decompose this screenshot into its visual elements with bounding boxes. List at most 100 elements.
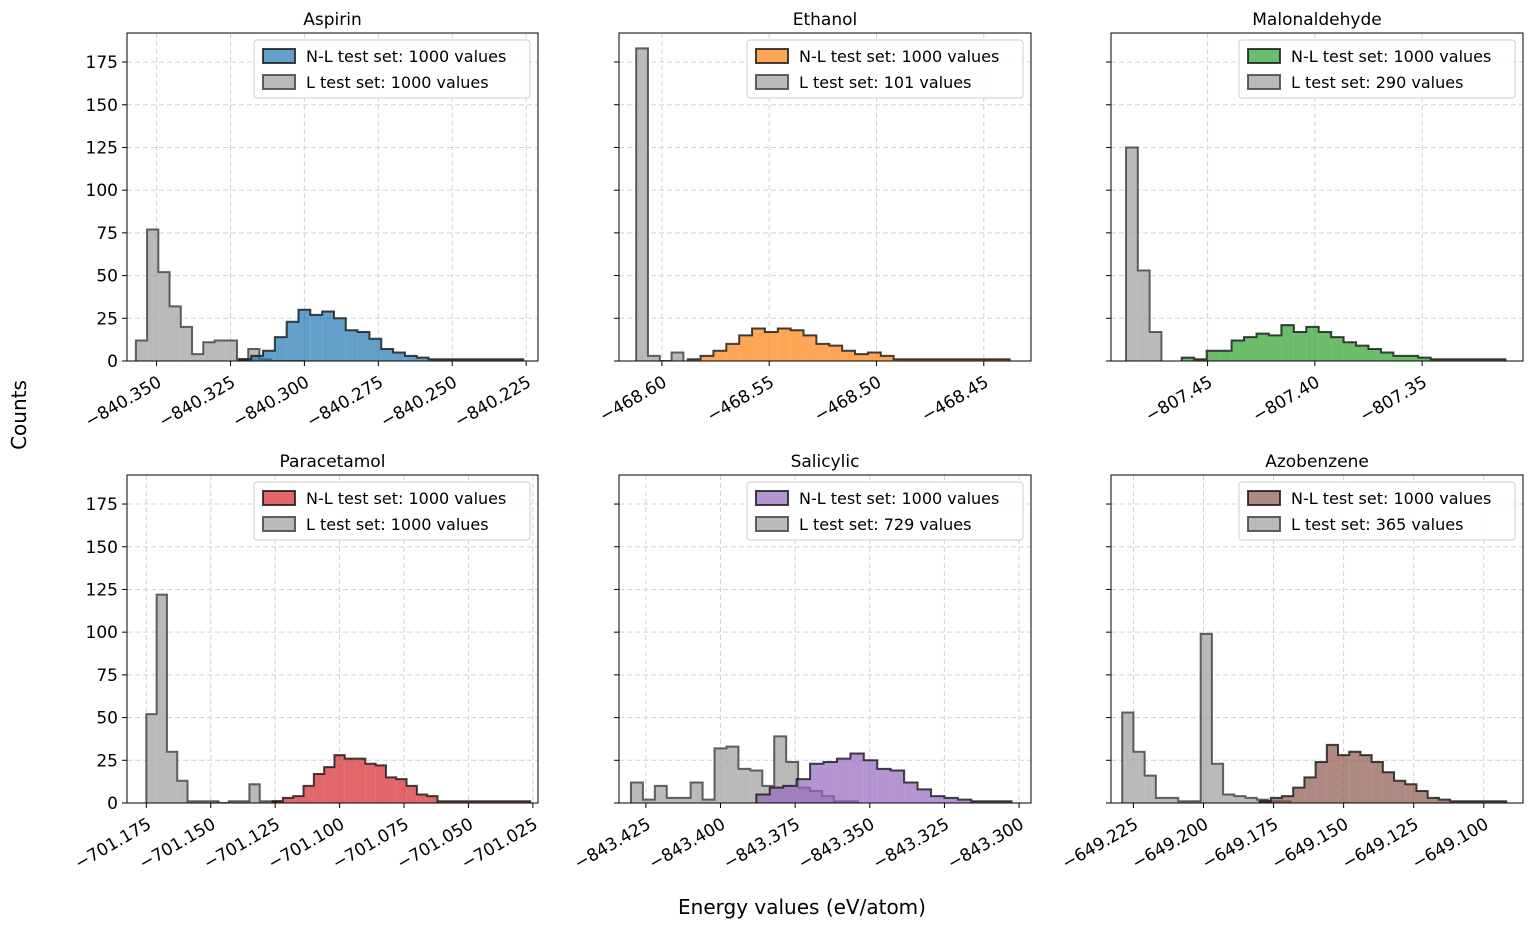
histogram-outline: [1180, 324, 1507, 361]
legend: N-L test set: 1000 values L test set: 365…: [1238, 481, 1516, 541]
x-tick-label: −649.125: [1339, 814, 1422, 874]
histogram-bar: [1268, 335, 1282, 361]
y-tick-label: 175: [86, 495, 118, 515]
legend-swatch-l: [755, 74, 789, 90]
y-tick-label: 125: [86, 138, 118, 158]
histogram-outline: [635, 47, 685, 361]
legend-label: L test set: 1000 values: [306, 515, 489, 534]
histogram-bar: [1304, 777, 1316, 803]
histogram-bar: [738, 768, 751, 803]
legend-swatch-n-l: [262, 490, 296, 506]
axes-frame: [126, 474, 539, 804]
x-axis: −468.60 −468.55 −468.50 −468.45: [597, 361, 992, 427]
axes-frame: [1110, 32, 1524, 362]
histogram-bar: [344, 758, 356, 803]
histograms: [1125, 146, 1507, 361]
x-tick-label: −840.225: [451, 372, 534, 432]
legend-label: N-L test set: 1000 values: [799, 47, 999, 66]
histogram-bar: [1231, 340, 1245, 361]
histograms: [629, 735, 1013, 803]
x-tick-label: −843.350: [795, 814, 878, 874]
legend-label: N-L test set: 1000 values: [306, 47, 506, 66]
histogram-bar: [654, 785, 667, 803]
histogram-bar: [286, 321, 299, 361]
histogram-bar: [333, 318, 346, 361]
histogram-bar: [796, 779, 811, 803]
legend-swatch-l: [262, 516, 296, 532]
histogram-bar: [375, 765, 386, 803]
histogram-bar: [1144, 775, 1156, 803]
x-tick-label: −649.150: [1269, 814, 1352, 874]
histogram-bar: [1394, 780, 1406, 803]
histogram-bar: [829, 345, 843, 361]
legend-swatch-n-l: [1247, 490, 1281, 506]
y-tick-label: 75: [96, 224, 118, 244]
histogram-bar: [427, 796, 438, 803]
histogram-bar: [1438, 799, 1451, 803]
histogram-bar: [1318, 331, 1332, 361]
histogram-bar: [1133, 751, 1145, 803]
y-axis: 0 25 50 75 100 125 150 175: [86, 495, 127, 814]
histogram-bar: [630, 782, 643, 803]
series-n-l-test-set: [686, 327, 1011, 361]
histogram-bar: [877, 768, 891, 803]
legend-swatch-l: [1247, 74, 1281, 90]
histogram-bar: [790, 330, 804, 361]
histogram-bar: [1281, 325, 1294, 361]
histogram-bar: [1256, 333, 1269, 361]
histogram-bar: [850, 753, 864, 803]
series-n-l-test-set: [238, 308, 525, 361]
histogram-outline: [271, 754, 532, 803]
y-axis: [614, 503, 619, 804]
histogram-outline: [1258, 743, 1508, 803]
legend-swatch-n-l: [262, 48, 296, 64]
series-l-test-set: [145, 593, 282, 803]
histograms: [134, 228, 525, 361]
histogram-bar: [1293, 787, 1305, 803]
histogram-bar: [1380, 352, 1394, 361]
histogram-bar: [416, 357, 429, 361]
legend-label: L test set: 101 values: [799, 73, 971, 92]
histogram-bar: [917, 789, 931, 803]
histogram-bar: [756, 794, 770, 803]
histogram-bar: [786, 762, 799, 803]
histogram-bar: [406, 785, 417, 803]
x-axis: −701.175−701.150−701.125−701.100−701.075…: [72, 803, 541, 874]
figure-xlabel: Energy values (eV/atom): [678, 895, 926, 919]
histogram-bar: [700, 355, 714, 361]
histogram-outline: [1121, 632, 1292, 803]
x-tick-label: −843.325: [870, 814, 953, 874]
histogram-bar: [1356, 345, 1369, 361]
x-tick-label: −843.300: [944, 814, 1027, 874]
histograms: [1121, 632, 1508, 803]
legend-label: L test set: 1000 values: [306, 73, 489, 92]
histogram-bar: [823, 762, 837, 803]
histogram-bar: [146, 714, 157, 803]
x-tick-label: −468.60: [597, 372, 671, 426]
y-tick-label: 50: [96, 267, 118, 287]
histogram-bar: [1245, 797, 1257, 803]
histogram-bar: [1326, 744, 1339, 803]
legend-swatch-l: [755, 516, 789, 532]
histogram-bar: [274, 337, 287, 361]
histogram-bar: [1343, 342, 1357, 361]
legend: N-L test set: 1000 values L test set: 100…: [253, 39, 531, 99]
histogram-bar: [1155, 797, 1168, 803]
histogram-bar: [135, 340, 148, 361]
histogram-bar: [147, 229, 159, 361]
legend-swatch-n-l: [755, 490, 789, 506]
subplot-aspirin: 0255075100125150175−840.350−840.325−840.…: [82, 10, 539, 432]
histogram-bar: [1349, 751, 1361, 803]
histogram-bar: [282, 797, 294, 803]
legend-swatch-l: [262, 74, 296, 90]
histogram-bar: [678, 797, 691, 803]
y-axis: 0 25 50 75 100 125 150 175: [86, 53, 127, 372]
x-tick-label: −468.50: [811, 372, 885, 426]
histogram-bar: [293, 796, 304, 803]
histogram-bar: [890, 770, 905, 803]
legend-box: [1238, 481, 1516, 541]
histogram-bar: [355, 758, 366, 803]
histogram-bar: [944, 797, 958, 803]
histogram-bar: [1200, 633, 1212, 803]
histogram-bar: [842, 350, 856, 361]
